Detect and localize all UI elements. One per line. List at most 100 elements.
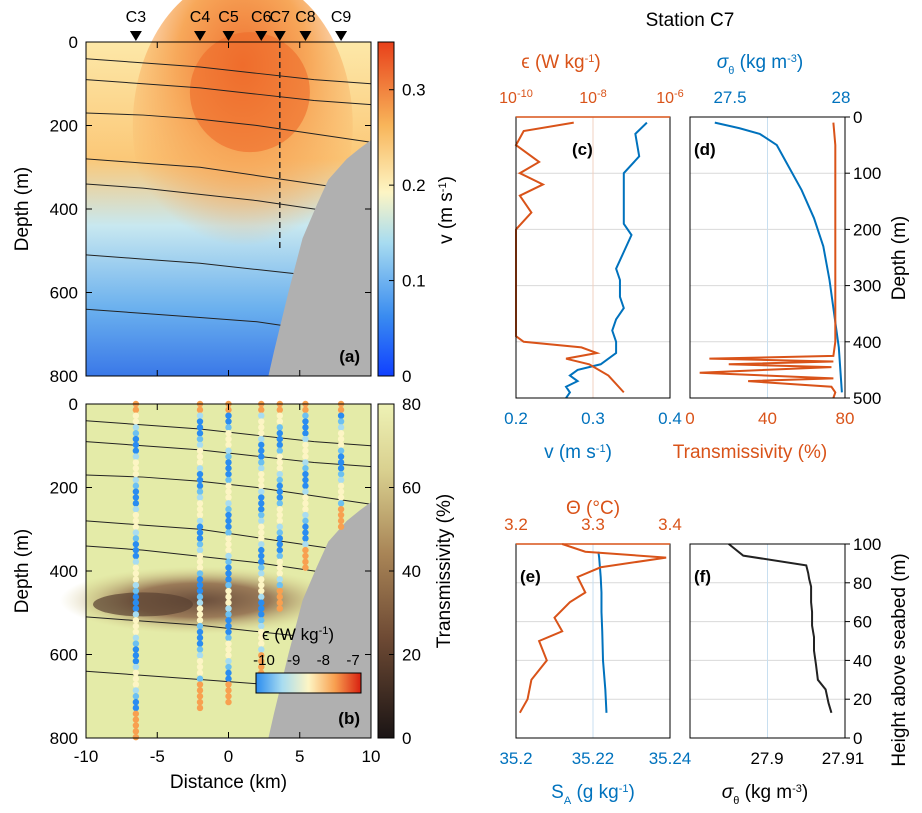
epsilon-sample xyxy=(337,412,345,419)
epsilon-sample xyxy=(276,406,283,414)
bottom-axis-label-part: v (m s xyxy=(544,442,596,463)
colorbar-label-velocity-part: ) xyxy=(436,176,457,182)
epsilon-sample xyxy=(132,599,140,606)
epsilon-sample xyxy=(132,552,140,560)
epsilon-sample xyxy=(276,564,283,571)
epsilon-sample xyxy=(132,517,140,525)
bottom-tick-label: 0.2 xyxy=(504,409,528,428)
colorbar-label-velocity-part: v (m s xyxy=(436,192,457,244)
epsilon-sample xyxy=(132,453,140,460)
epsilon-sample xyxy=(196,576,204,583)
epsilon-sample xyxy=(258,599,265,606)
epsilon-sample xyxy=(132,704,140,712)
epsilon-sample xyxy=(302,406,309,414)
isopycnal-a xyxy=(85,79,372,106)
top-axis-label-part: ϵ (W kg xyxy=(521,52,584,73)
panel-label: (a) xyxy=(339,347,360,366)
epsilon-sample xyxy=(225,581,232,589)
velocity-colorbar xyxy=(377,41,395,377)
chart-title: Station C7 xyxy=(646,10,735,31)
epsilon-sample xyxy=(276,529,283,536)
epsilon-sample xyxy=(302,552,309,560)
epsilon-sample xyxy=(196,570,204,577)
right-tick-label: 100 xyxy=(853,535,881,554)
epsilon-sample xyxy=(302,418,309,425)
axes-frame xyxy=(85,41,372,377)
epsilon-sample xyxy=(196,581,204,589)
epsilon-sample xyxy=(258,587,265,595)
epsilon-sample xyxy=(302,529,309,536)
epsilon-sample xyxy=(225,541,232,548)
epsilon-sample xyxy=(302,482,309,490)
epsilon-sample xyxy=(225,634,232,641)
epsilon-sample xyxy=(225,453,232,460)
epsilon-sample xyxy=(276,482,283,490)
epsilon-sample xyxy=(132,722,140,729)
epsilon-sample xyxy=(276,459,283,466)
panel-label: (c) xyxy=(572,140,593,159)
epsilon-sample xyxy=(132,576,140,583)
epsilon-sample xyxy=(196,506,204,513)
epsilon-sample xyxy=(196,599,204,606)
epsilon-sample xyxy=(276,441,283,449)
epsilon-colorbar xyxy=(255,672,362,694)
epsilon-sample xyxy=(225,482,232,490)
top-tick-label: 10-10 xyxy=(499,88,533,107)
epsilon-sample xyxy=(132,447,140,454)
epsilon-sample xyxy=(196,447,204,454)
epsilon-sample xyxy=(225,517,232,525)
epsilon-sample xyxy=(276,511,283,519)
epsilon-sample xyxy=(302,500,309,507)
isopycnal-a xyxy=(85,58,372,85)
station-label: C6 xyxy=(251,9,272,26)
y-tick-label: 0 xyxy=(69,33,78,52)
epsilon-sample xyxy=(258,546,265,554)
epsilon-sample xyxy=(132,494,140,501)
station-label: C8 xyxy=(295,9,316,26)
station-marker xyxy=(273,31,286,41)
axes-frame xyxy=(85,403,372,739)
epsilon-sample xyxy=(258,435,265,443)
tick-exp: -6 xyxy=(674,88,684,100)
epsilon-sample xyxy=(258,646,265,653)
station-marker xyxy=(222,31,235,41)
colorbar-tick-label: 40 xyxy=(402,562,421,581)
epsilon-sample xyxy=(258,663,265,671)
epsilon-sample xyxy=(132,424,140,431)
epsilon-sample xyxy=(337,465,345,472)
epsilon-sample xyxy=(196,476,204,484)
colorbar-tick-label: 0.1 xyxy=(402,272,426,291)
epsilon-sample xyxy=(196,640,204,647)
right-axis-label: Height above seabed (m) xyxy=(889,553,910,766)
epsilon-sample xyxy=(225,418,232,425)
epsilon-sample xyxy=(225,470,232,478)
epsilon-sample xyxy=(196,646,204,653)
epsilon-sample xyxy=(196,587,204,595)
epsilon-sample xyxy=(302,558,309,566)
y-tick-label: 800 xyxy=(50,367,78,386)
epsilon-sample xyxy=(196,634,204,641)
epsilon-sample xyxy=(225,657,232,665)
temperature-profile-line xyxy=(518,543,667,714)
epsilon-sample xyxy=(337,459,345,466)
epsilon-sample xyxy=(132,535,140,542)
epsilon-sample xyxy=(132,657,140,665)
x-tick-label: 10 xyxy=(362,747,381,766)
top-axis-label-part: (kg m xyxy=(734,52,787,73)
station-label: C5 xyxy=(218,9,239,26)
epsilon-sample xyxy=(276,500,283,507)
epsilon-sample xyxy=(132,628,140,636)
epsilon-sample xyxy=(225,617,232,624)
y-tick-label: 0 xyxy=(69,395,78,414)
epsilon-sample xyxy=(302,564,309,571)
epsilon-sample xyxy=(276,558,283,566)
epsilon-sample xyxy=(302,459,309,466)
epsilon-sample xyxy=(258,488,265,495)
epsilon-sample xyxy=(132,605,140,612)
right-tick-label: 20 xyxy=(853,690,872,709)
epsilon-sample xyxy=(132,687,140,694)
station-label: C4 xyxy=(190,9,211,26)
y-tick-label: 600 xyxy=(50,646,78,665)
top-axis-label: Θ (°C) xyxy=(566,498,620,519)
epsilon-sample xyxy=(258,593,265,601)
